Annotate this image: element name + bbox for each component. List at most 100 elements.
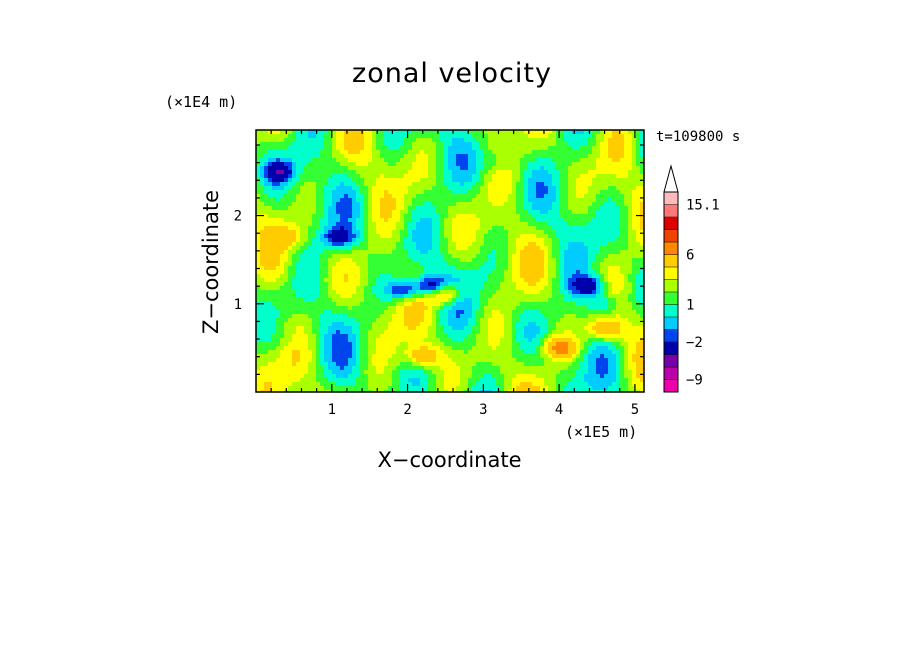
heatmap-cell (308, 154, 313, 159)
heatmap-cell (416, 270, 421, 275)
heatmap-cell (388, 162, 393, 167)
heatmap-cell (548, 242, 553, 247)
heatmap-cell (300, 170, 305, 175)
heatmap-cell (468, 174, 473, 179)
heatmap-cell (268, 206, 273, 211)
heatmap-cell (540, 318, 545, 323)
heatmap-cell (420, 298, 425, 303)
heatmap-cell (288, 266, 293, 271)
heatmap-cell (588, 130, 593, 135)
heatmap-cell (592, 162, 597, 167)
heatmap-cell (344, 326, 349, 331)
heatmap-cell (400, 302, 405, 307)
heatmap-cell (624, 226, 629, 231)
heatmap-cell (368, 138, 373, 143)
heatmap-cell (328, 298, 333, 303)
heatmap-cell (300, 198, 305, 203)
heatmap-cell (636, 166, 641, 171)
heatmap-cell (424, 186, 429, 191)
heatmap-cell (540, 146, 545, 151)
heatmap-cell (508, 226, 513, 231)
heatmap-cell (504, 322, 509, 327)
heatmap-cell (404, 330, 409, 335)
heatmap-cell (316, 322, 321, 327)
heatmap-cell (280, 318, 285, 323)
heatmap-cell (500, 230, 505, 235)
heatmap-cell (320, 158, 325, 163)
heatmap-cell (352, 202, 357, 207)
heatmap-cell (256, 226, 261, 231)
heatmap-cell (296, 266, 301, 271)
heatmap-cell (588, 166, 593, 171)
heatmap-cell (560, 170, 565, 175)
heatmap-cell (556, 250, 561, 255)
heatmap-cell (280, 214, 285, 219)
heatmap-cell (616, 298, 621, 303)
heatmap-cell (288, 246, 293, 251)
heatmap-cell (496, 258, 501, 263)
heatmap-cell (296, 298, 301, 303)
heatmap-cell (600, 262, 605, 267)
heatmap-cell (628, 318, 633, 323)
heatmap-cell (624, 298, 629, 303)
heatmap-cell (368, 302, 373, 307)
heatmap-cell (524, 158, 529, 163)
heatmap-cell (372, 250, 377, 255)
heatmap-cell (396, 214, 401, 219)
heatmap-cell (332, 234, 337, 239)
heatmap-cell (524, 270, 529, 275)
heatmap-cell (280, 174, 285, 179)
heatmap-cell (552, 286, 557, 291)
heatmap-cell (576, 250, 581, 255)
heatmap-cell (352, 146, 357, 151)
heatmap-cell (520, 150, 525, 155)
heatmap-cell (456, 310, 461, 315)
heatmap-cell (424, 310, 429, 315)
heatmap-cell (636, 238, 641, 243)
heatmap-cell (640, 138, 645, 143)
heatmap-cell (304, 214, 309, 219)
heatmap-cell (328, 294, 333, 299)
heatmap-cell (276, 226, 281, 231)
heatmap-cell (524, 210, 529, 215)
heatmap-cell (328, 242, 333, 247)
heatmap-cell (280, 146, 285, 151)
heatmap-cell (548, 178, 553, 183)
heatmap-cell (468, 190, 473, 195)
heatmap-cell (336, 302, 341, 307)
heatmap-cell (340, 242, 345, 247)
heatmap-cell (420, 322, 425, 327)
heatmap-cell (444, 206, 449, 211)
heatmap-cell (364, 302, 369, 307)
heatmap-cell (416, 198, 421, 203)
heatmap-cell (532, 262, 537, 267)
heatmap-cell (524, 266, 529, 271)
heatmap-cell (512, 182, 517, 187)
heatmap-cell (364, 210, 369, 215)
heatmap-cell (620, 306, 625, 311)
heatmap-cell (412, 138, 417, 143)
heatmap-cell (336, 194, 341, 199)
heatmap-cell (460, 154, 465, 159)
heatmap-cell (452, 222, 457, 227)
heatmap-cell (572, 254, 577, 259)
heatmap-cell (276, 206, 281, 211)
heatmap-cell (372, 202, 377, 207)
heatmap-cell (284, 258, 289, 263)
heatmap-cell (472, 322, 477, 327)
heatmap-cell (408, 282, 413, 287)
heatmap-cell (564, 254, 569, 259)
heatmap-cell (400, 198, 405, 203)
heatmap-cell (400, 258, 405, 263)
heatmap-cell (384, 170, 389, 175)
heatmap-cell (468, 194, 473, 199)
heatmap-cell (508, 302, 513, 307)
heatmap-cell (572, 314, 577, 319)
heatmap-cell (352, 242, 357, 247)
heatmap-cell (400, 230, 405, 235)
heatmap-cell (588, 266, 593, 271)
heatmap-cell (544, 170, 549, 175)
heatmap-cell (336, 146, 341, 151)
heatmap-cell (632, 314, 637, 319)
heatmap-cell (416, 154, 421, 159)
